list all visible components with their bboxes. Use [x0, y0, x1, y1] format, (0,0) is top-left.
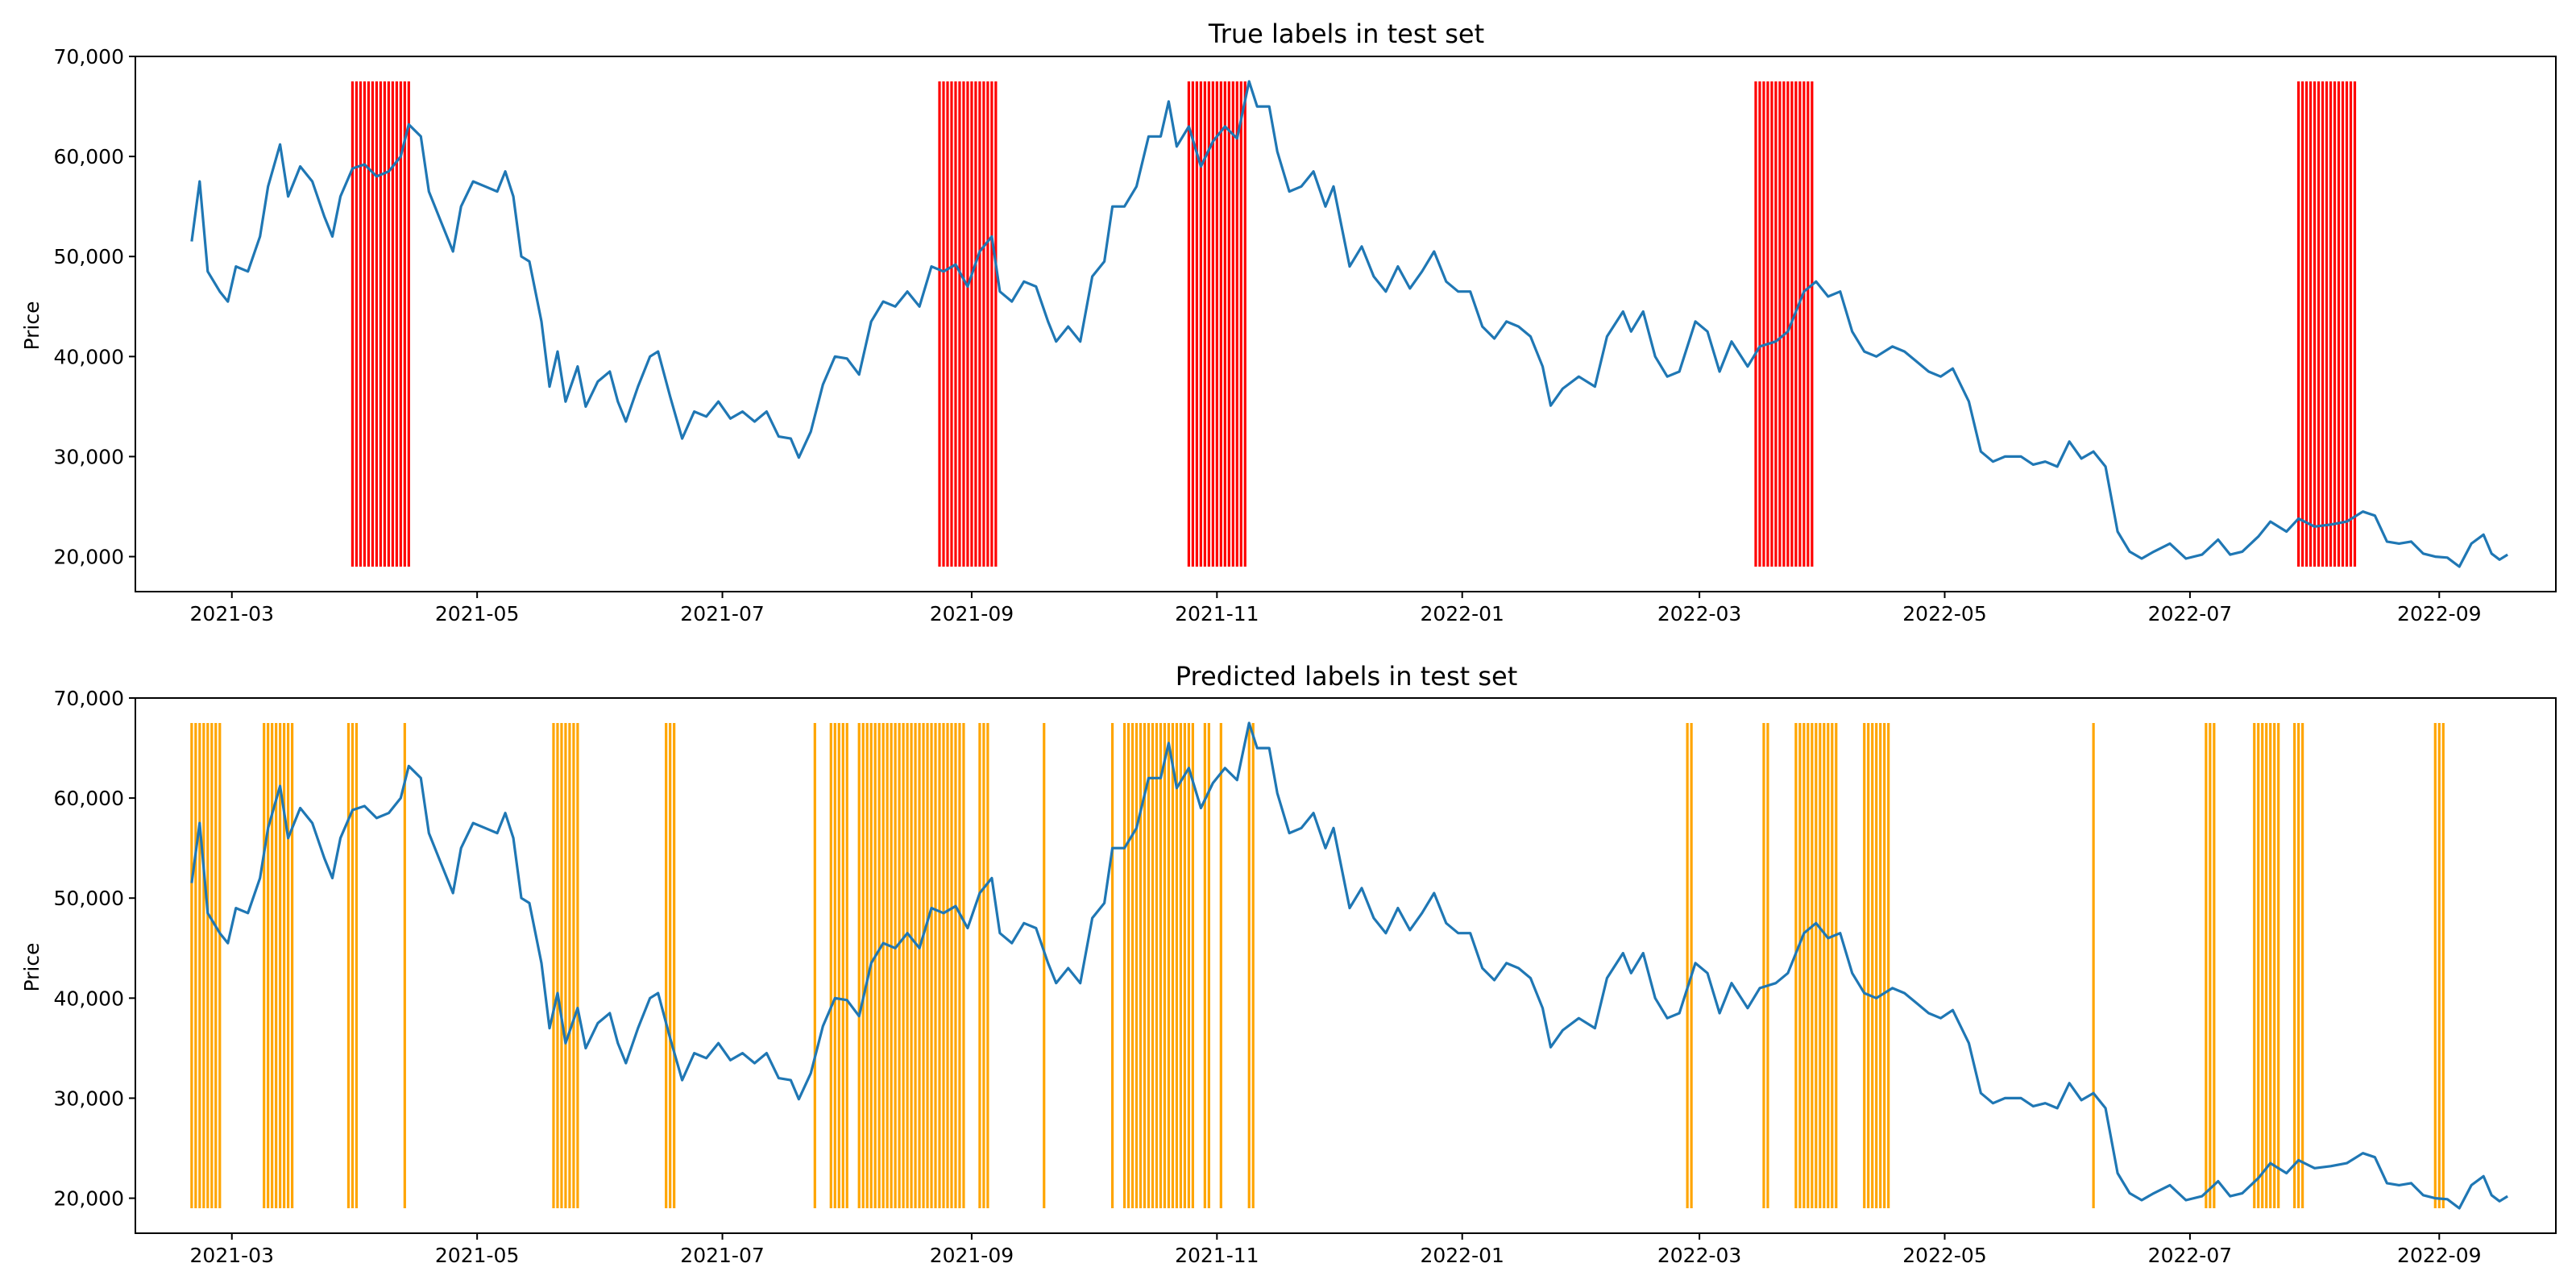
- label-marks: [190, 723, 2445, 1208]
- x-tick-label: 2021-09: [930, 1244, 1014, 1267]
- axes-frame: [135, 56, 2557, 592]
- x-tick-label: 2021-05: [435, 602, 519, 625]
- x-tick-label: 2022-07: [2148, 1244, 2232, 1267]
- y-axis: 20,000 30,000 40,000 50,000 60,000 70,000: [54, 45, 135, 569]
- y-axis: 20,000 30,000 40,000 50,000 60,000 70,000: [54, 687, 135, 1211]
- y-tick-label: 50,000: [54, 245, 124, 268]
- x-tick-label: 2021-03: [190, 602, 274, 625]
- y-axis-label: Price: [20, 943, 44, 992]
- y-tick-label: 70,000: [54, 687, 124, 710]
- x-axis: 2021-03 2021-05 2021-07 2021-09 2021-11 2022-…: [190, 592, 2482, 625]
- axes-frame: [135, 697, 2557, 1234]
- label-marks: [351, 81, 2357, 567]
- x-tick-label: 2022-01: [1420, 602, 1504, 625]
- x-tick-label: 2022-09: [2397, 1244, 2481, 1267]
- y-tick-label: 30,000: [54, 1087, 124, 1110]
- x-tick-label: 2021-09: [930, 602, 1014, 625]
- y-tick-label: 40,000: [54, 987, 124, 1010]
- y-tick-label: 20,000: [54, 1187, 124, 1211]
- y-tick-label: 40,000: [54, 345, 124, 368]
- x-tick-label: 2022-05: [1902, 1244, 1986, 1267]
- y-axis-label: Price: [20, 301, 44, 351]
- price-line: [190, 80, 2508, 568]
- x-tick-label: 2022-01: [1420, 1244, 1504, 1267]
- panel-predicted-labels: Predicted labels in test set Price 20,00…: [20, 661, 2557, 1267]
- x-axis: 2021-03 2021-05 2021-07 2021-09 2021-11 2022-…: [190, 1233, 2482, 1267]
- x-tick-label: 2021-05: [435, 1244, 519, 1267]
- x-tick-label: 2022-09: [2397, 602, 2481, 625]
- y-tick-label: 30,000: [54, 445, 124, 468]
- x-tick-label: 2022-03: [1657, 602, 1741, 625]
- panel-true-labels: True labels in test set Price 20,000 30,0…: [20, 19, 2557, 625]
- y-tick-label: 60,000: [54, 145, 124, 168]
- x-tick-label: 2022-05: [1902, 602, 1986, 625]
- x-tick-label: 2022-07: [2148, 602, 2232, 625]
- x-tick-label: 2022-03: [1657, 1244, 1741, 1267]
- x-tick-label: 2021-03: [190, 1244, 274, 1267]
- x-tick-label: 2021-07: [680, 602, 764, 625]
- x-tick-label: 2021-11: [1175, 1244, 1259, 1267]
- y-tick-label: 20,000: [54, 546, 124, 569]
- panel-title: True labels in test set: [1208, 19, 1484, 49]
- price-line: [190, 721, 2508, 1210]
- y-tick-label: 70,000: [54, 45, 124, 69]
- y-tick-label: 50,000: [54, 887, 124, 910]
- y-tick-label: 60,000: [54, 787, 124, 810]
- x-tick-label: 2021-07: [680, 1244, 764, 1267]
- panel-title: Predicted labels in test set: [1176, 661, 1518, 692]
- x-tick-label: 2021-11: [1175, 602, 1259, 625]
